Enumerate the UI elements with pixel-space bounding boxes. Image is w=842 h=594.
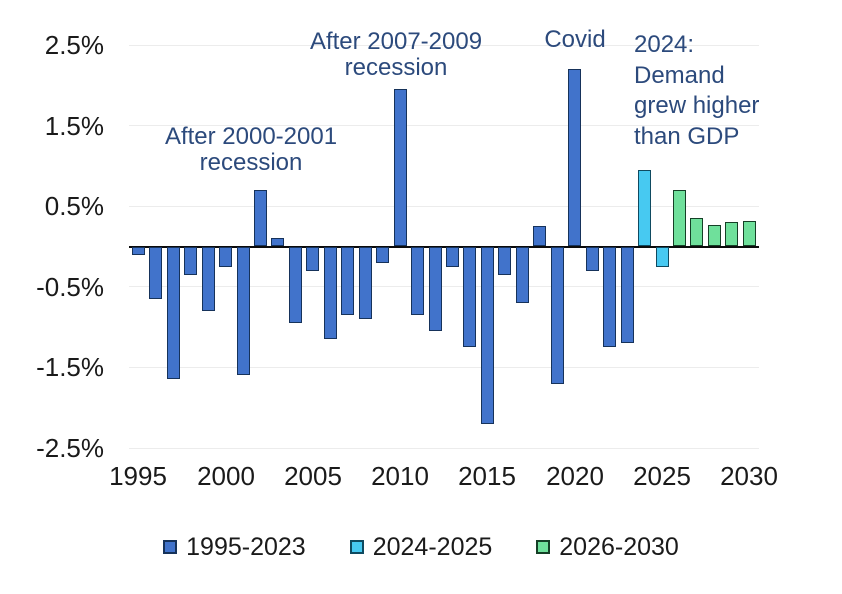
- y-tick-label: -1.5%: [36, 352, 104, 382]
- legend-item-2026-2030: 2026-2030: [536, 533, 679, 562]
- x-tick-label: 2010: [371, 461, 429, 491]
- bar-2004: [288, 246, 302, 324]
- bar-2024: [638, 169, 652, 247]
- x-tick-label: 2020: [546, 461, 604, 491]
- bar-2021: [585, 246, 599, 271]
- gridline: [129, 44, 759, 46]
- bar-2014: [463, 246, 477, 348]
- bar-2027: [690, 218, 704, 247]
- x-tick-label: 2015: [458, 461, 516, 491]
- gridline: [129, 125, 759, 127]
- legend-label: 1995-2023: [186, 532, 306, 561]
- annotation-line: than GDP: [634, 122, 740, 150]
- x-tick-label: 2005: [284, 461, 342, 491]
- annotation-line: After 2007-2009: [309, 28, 483, 55]
- gridline: [129, 205, 759, 207]
- bar-2023: [620, 246, 634, 344]
- bar-1996: [149, 246, 163, 299]
- bar-2005: [306, 246, 320, 271]
- bar-2010: [393, 89, 407, 247]
- bar-2007: [341, 246, 355, 315]
- annotation-line: After 2000-2001: [164, 123, 338, 150]
- zero-axis-line: [129, 245, 759, 248]
- bar-2017: [515, 246, 529, 303]
- annotation-line: grew higher: [634, 92, 760, 119]
- y-tick-label: -0.5%: [36, 272, 104, 302]
- legend-label: 2024-2025: [372, 532, 493, 561]
- gridline: [129, 366, 759, 368]
- x-tick-label: 1995: [109, 461, 167, 491]
- bar-2020: [568, 69, 582, 247]
- bar-2025: [655, 246, 669, 267]
- bar-2019: [550, 246, 564, 384]
- x-tick-label: 2030: [720, 461, 778, 491]
- y-tick-label: -2.5%: [36, 433, 104, 463]
- legend-swatch-icon: [163, 540, 178, 554]
- gridline: [129, 447, 759, 449]
- bar-2000: [219, 246, 233, 267]
- x-tick-label: 2000: [197, 461, 255, 491]
- bar-2009: [376, 246, 390, 263]
- bar-1998: [184, 246, 198, 275]
- legend: 1995-2023 2024-2025 2026-2030: [0, 531, 842, 563]
- annotation-line: recession: [344, 54, 448, 81]
- legend-item-2024-2025: 2024-2025: [349, 532, 493, 562]
- gridline: [129, 286, 759, 288]
- y-tick-label: 1.5%: [44, 111, 104, 141]
- annotation-2024-demand: 2024: Demand grew higher than GDP: [634, 30, 804, 152]
- plot-area: [129, 44, 759, 449]
- bar-2012: [428, 246, 442, 332]
- legend-label: 2026-2030: [559, 532, 679, 561]
- bar-1999: [201, 246, 215, 311]
- y-tick-label: 0.5%: [44, 191, 104, 221]
- bar-2016: [498, 246, 512, 275]
- bar-2018: [533, 226, 547, 247]
- annotation-line: 2024:: [634, 31, 695, 58]
- bar-2013: [446, 246, 460, 267]
- annotation-line: recession: [199, 149, 303, 176]
- annotation-after-2007-2009-recession: After 2007-2009 recession: [286, 29, 506, 81]
- bar-2015: [480, 246, 494, 424]
- bar-2003: [271, 238, 285, 247]
- bar-2026: [672, 190, 686, 247]
- y-tick-label: 2.5%: [44, 30, 104, 60]
- legend-item-1995-2023: 1995-2023: [163, 533, 306, 562]
- bar-2030: [742, 220, 756, 247]
- bar-2028: [707, 224, 721, 247]
- legend-swatch-icon: [349, 540, 364, 554]
- annotation-line: Covid: [544, 26, 606, 53]
- annotation-covid: Covid: [515, 27, 635, 53]
- bar-1997: [166, 246, 180, 380]
- bar-1995: [131, 246, 145, 255]
- legend-swatch-icon: [536, 540, 551, 554]
- annotation-after-2000-2001-recession: After 2000-2001 recession: [141, 124, 361, 176]
- bar-2008: [358, 246, 372, 320]
- x-tick-label: 2025: [633, 461, 691, 491]
- annotation-line: Demand: [634, 61, 725, 89]
- bar-2011: [411, 246, 425, 315]
- bar-2006: [323, 246, 337, 340]
- bar-2001: [236, 246, 250, 376]
- bar-2029: [725, 222, 739, 247]
- bar-2002: [253, 190, 267, 247]
- bar-2022: [603, 246, 617, 348]
